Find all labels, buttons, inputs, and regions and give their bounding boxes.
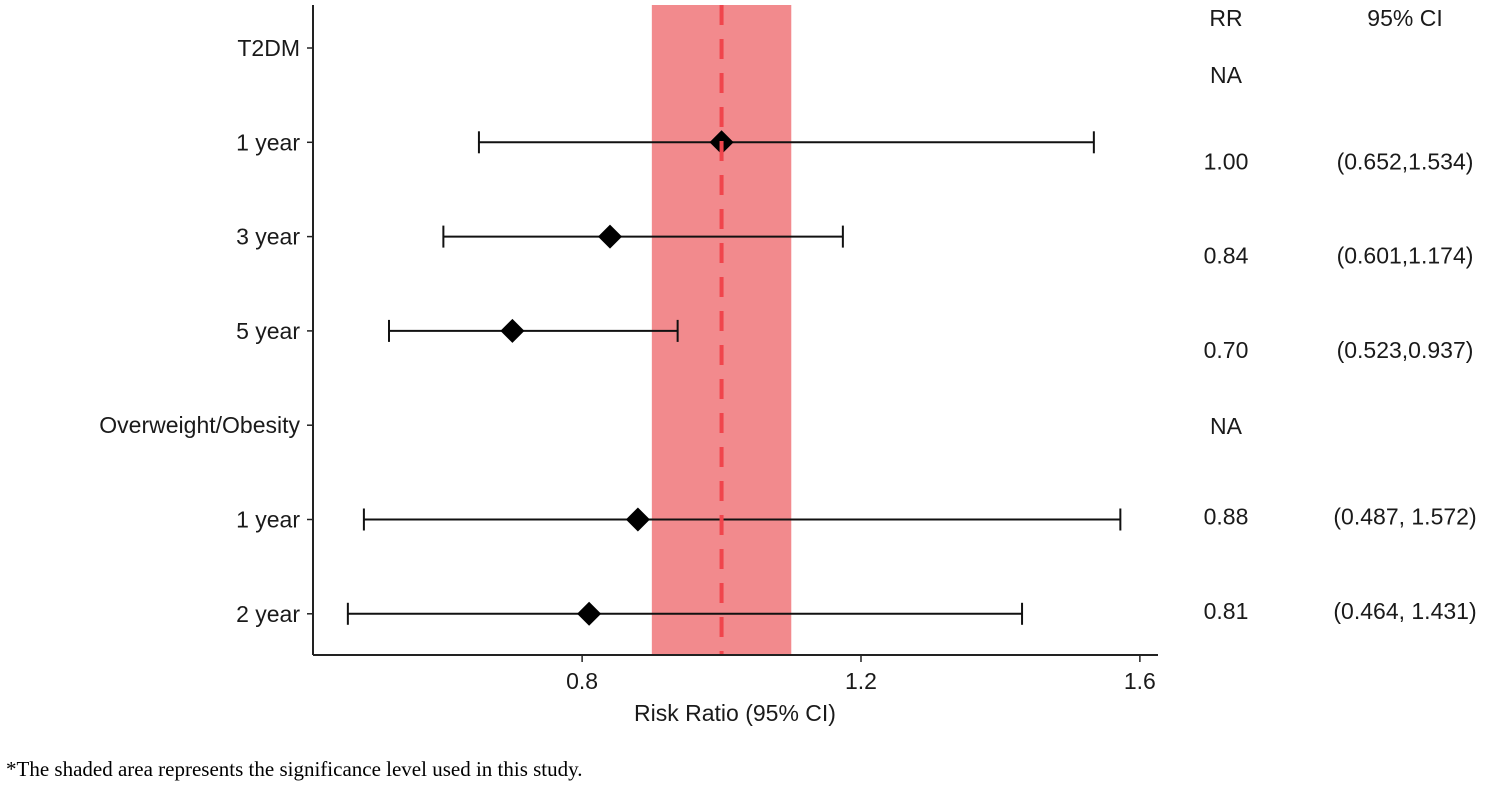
point-estimate-diamond: [598, 224, 623, 249]
row-label: 2 year: [236, 601, 300, 627]
point-estimate-diamond: [625, 507, 650, 532]
row-label: 3 year: [236, 224, 300, 250]
ci-value: (0.652,1.534): [1337, 148, 1474, 174]
point-estimate-diamond: [500, 318, 525, 343]
x-tick-label: 0.8: [566, 668, 598, 694]
rr-value: 1.00: [1204, 148, 1249, 174]
ci-value: (0.464, 1.431): [1333, 598, 1476, 624]
rr-value: 0.88: [1204, 504, 1249, 530]
ci-value: (0.487, 1.572): [1333, 504, 1476, 530]
rr-value: 0.70: [1204, 337, 1249, 363]
rr-column-header: RR: [1209, 5, 1242, 31]
x-tick-label: 1.6: [1124, 668, 1156, 694]
x-tick-label: 1.2: [845, 668, 877, 694]
rr-value: 0.84: [1204, 243, 1249, 269]
row-label: T2DM: [237, 35, 300, 61]
row-label: 1 year: [236, 129, 300, 155]
footnote: *The shaded area represents the signific…: [6, 757, 583, 781]
row-label: 5 year: [236, 318, 300, 344]
ci-column-header: 95% CI: [1367, 5, 1442, 31]
row-label: Overweight/Obesity: [99, 412, 300, 438]
row-label: 1 year: [236, 507, 300, 533]
x-axis-label: Risk Ratio (95% CI): [634, 700, 836, 726]
ci-value: (0.523,0.937): [1337, 337, 1474, 363]
ci-value: (0.601,1.174): [1337, 243, 1474, 269]
rr-value: NA: [1210, 413, 1243, 439]
rr-value: NA: [1210, 62, 1243, 88]
point-estimate-diamond: [577, 601, 602, 626]
rr-value: 0.81: [1204, 598, 1249, 624]
